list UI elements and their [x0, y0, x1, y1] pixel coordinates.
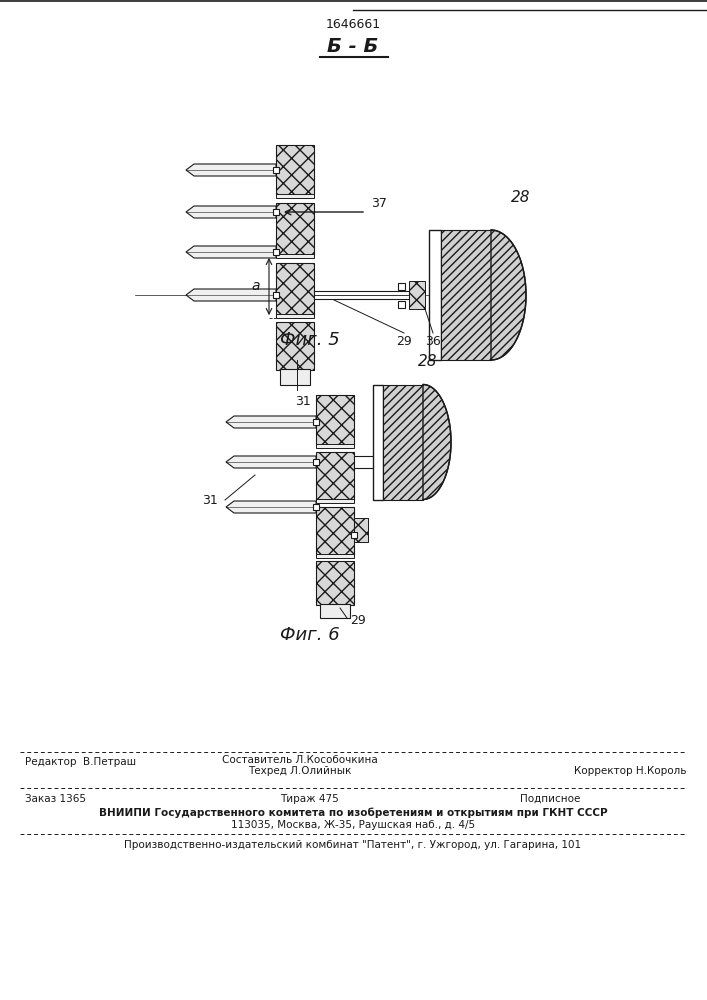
Text: 28: 28 — [511, 190, 531, 205]
Bar — [397, 300, 404, 308]
Text: Производственно-издательский комбинат "Патент", г. Ужгород, ул. Гагарина, 101: Производственно-издательский комбинат "П… — [124, 840, 582, 850]
Bar — [280, 369, 310, 385]
Text: 31: 31 — [295, 395, 311, 408]
Bar — [273, 209, 279, 215]
Bar — [316, 499, 354, 503]
Bar — [320, 604, 350, 618]
Text: Корректор Н.Король: Корректор Н.Король — [575, 766, 687, 776]
Text: Б - Б: Б - Б — [327, 37, 379, 56]
Polygon shape — [423, 384, 451, 499]
Text: 37: 37 — [371, 197, 387, 210]
Text: 29: 29 — [350, 613, 366, 626]
Bar — [316, 561, 354, 605]
Bar — [441, 230, 491, 360]
Bar — [354, 518, 368, 542]
Bar — [373, 384, 383, 499]
Text: Тираж 475: Тираж 475 — [280, 794, 339, 804]
Bar — [313, 504, 319, 510]
Text: Техред Л.Олийнык: Техред Л.Олийнык — [248, 766, 351, 776]
Bar — [316, 554, 354, 558]
Text: a: a — [252, 279, 260, 294]
Bar — [276, 194, 314, 198]
Bar — [351, 532, 357, 538]
Text: Составитель Л.Кособочкина: Составитель Л.Кособочкина — [222, 755, 378, 765]
Polygon shape — [226, 456, 316, 468]
Text: Редактор  В.Петраш: Редактор В.Петраш — [25, 757, 136, 767]
Polygon shape — [491, 230, 526, 360]
Text: Фиг. 6: Фиг. 6 — [280, 626, 340, 644]
Bar — [276, 145, 314, 195]
Bar — [313, 459, 319, 465]
Polygon shape — [186, 206, 276, 218]
Polygon shape — [186, 164, 276, 176]
Bar — [273, 249, 279, 255]
Polygon shape — [226, 416, 316, 428]
Bar — [273, 292, 279, 298]
Bar — [316, 395, 354, 445]
Polygon shape — [226, 501, 316, 513]
Bar — [276, 322, 314, 370]
Bar — [316, 507, 354, 555]
Bar — [273, 167, 279, 173]
Text: 31: 31 — [202, 493, 218, 506]
Bar — [276, 254, 314, 258]
Polygon shape — [186, 246, 276, 258]
Bar — [313, 419, 319, 425]
Polygon shape — [186, 289, 276, 301]
Text: Фиг. 5: Фиг. 5 — [280, 331, 340, 349]
Text: Заказ 1365: Заказ 1365 — [25, 794, 86, 804]
Text: ВНИИПИ Государственного комитета по изобретениям и открытиям при ГКНТ СССР: ВНИИПИ Государственного комитета по изоб… — [99, 808, 607, 818]
Text: Подписное: Подписное — [520, 794, 580, 804]
Bar — [276, 203, 314, 255]
Bar — [429, 230, 441, 360]
Bar — [409, 281, 425, 309]
Bar — [316, 452, 354, 500]
Bar — [383, 384, 423, 499]
Bar — [276, 263, 314, 315]
Bar — [276, 314, 314, 318]
Text: 36: 36 — [425, 335, 441, 348]
Text: 28: 28 — [418, 355, 438, 369]
Text: 113035, Москва, Ж-35, Раушская наб., д. 4/5: 113035, Москва, Ж-35, Раушская наб., д. … — [231, 820, 475, 830]
Bar — [316, 444, 354, 448]
Text: 1646661: 1646661 — [325, 18, 380, 31]
Bar — [397, 282, 404, 290]
Text: 29: 29 — [396, 335, 412, 348]
